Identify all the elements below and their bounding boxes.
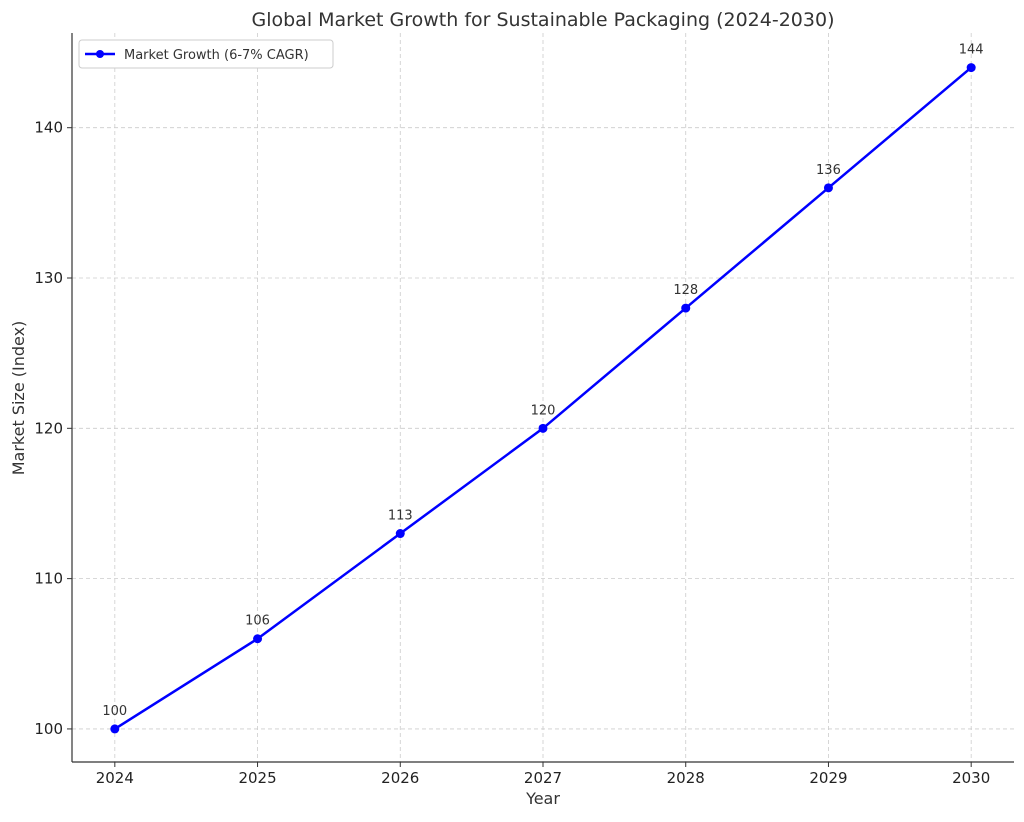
x-tick-label: 2028 xyxy=(667,769,705,787)
legend-box xyxy=(78,39,334,69)
legend-label: Market Growth (6-7% CAGR) xyxy=(124,48,309,63)
y-tick-label: 100 xyxy=(34,720,63,738)
legend-marker xyxy=(96,50,104,58)
data-point xyxy=(823,183,833,193)
data-label: 113 xyxy=(388,509,413,524)
chart-title: Global Market Growth for Sustainable Pac… xyxy=(252,9,835,31)
legend: Market Growth (6-7% CAGR) xyxy=(78,39,334,69)
data-label: 120 xyxy=(531,403,556,418)
y-tick-label: 130 xyxy=(34,269,63,287)
y-tick-label: 110 xyxy=(34,570,63,588)
data-point xyxy=(110,724,120,734)
data-label: 100 xyxy=(102,704,127,719)
x-tick-label: 2030 xyxy=(952,769,990,787)
series xyxy=(110,63,976,734)
x-tick-label: 2029 xyxy=(809,769,847,787)
data-point xyxy=(253,634,263,644)
y-axis-label: Market Size (Index) xyxy=(9,321,28,476)
data-point xyxy=(395,529,405,539)
y-axis-ticks: 100 110 120 130 140 xyxy=(34,119,72,738)
data-label: 136 xyxy=(816,163,841,178)
data-label: 128 xyxy=(673,283,698,298)
x-tick-label: 2024 xyxy=(96,769,134,787)
data-point xyxy=(538,423,548,433)
data-label: 144 xyxy=(959,43,984,58)
data-point xyxy=(966,63,976,73)
data-label: 106 xyxy=(245,614,270,629)
grid xyxy=(72,33,1014,762)
x-tick-label: 2026 xyxy=(381,769,419,787)
x-tick-label: 2027 xyxy=(524,769,562,787)
x-tick-label: 2025 xyxy=(238,769,276,787)
x-axis-label: Year xyxy=(525,789,560,808)
y-tick-label: 140 xyxy=(34,119,63,137)
y-tick-label: 120 xyxy=(34,419,63,437)
x-axis-ticks: 2024 2025 2026 2027 2028 2029 2030 xyxy=(96,762,990,787)
data-labels: 100 106 113 120 128 136 144 xyxy=(102,43,983,719)
data-point xyxy=(681,303,691,313)
